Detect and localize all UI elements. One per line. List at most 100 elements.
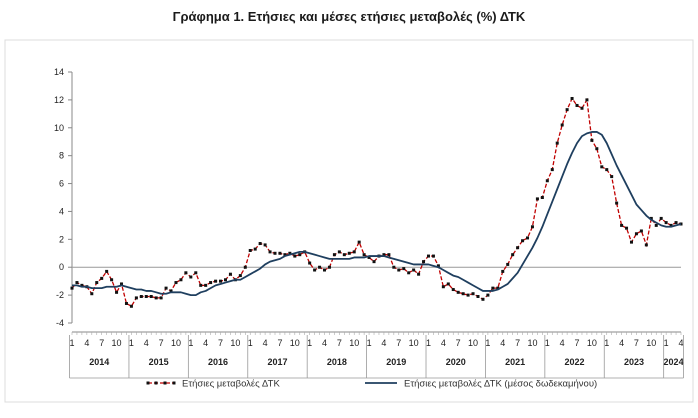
data-point	[268, 250, 272, 254]
data-point	[75, 281, 79, 285]
x-month-label: 1	[69, 338, 74, 348]
x-month-label: 7	[277, 338, 282, 348]
data-point	[545, 179, 549, 183]
data-point	[575, 103, 579, 107]
data-point	[446, 282, 450, 286]
y-tick-label: 10	[54, 123, 64, 133]
data-point	[357, 240, 361, 244]
data-point	[129, 304, 133, 308]
data-point	[392, 265, 396, 269]
data-point	[402, 267, 406, 271]
x-month-label: 7	[159, 338, 164, 348]
data-point	[397, 268, 401, 272]
data-point	[124, 301, 128, 305]
x-month-label: 7	[396, 338, 401, 348]
data-point	[105, 269, 109, 273]
data-point	[535, 197, 539, 201]
data-point	[526, 236, 530, 240]
data-point	[486, 293, 490, 297]
data-point	[649, 216, 653, 220]
data-point	[600, 165, 604, 169]
data-point	[516, 246, 520, 250]
data-point	[80, 283, 84, 287]
x-month-label: 10	[409, 338, 419, 348]
data-point	[209, 281, 213, 285]
data-point	[496, 286, 500, 290]
x-month-label: 4	[678, 338, 683, 348]
x-month-label: 4	[203, 338, 208, 348]
y-tick-label: 8	[59, 151, 64, 161]
data-point	[372, 260, 376, 264]
x-month-label: 1	[604, 338, 609, 348]
x-year-label: 2024	[664, 357, 684, 367]
data-point	[263, 243, 267, 247]
y-tick-label: 0	[59, 262, 64, 272]
data-point	[511, 253, 515, 257]
data-point	[540, 196, 544, 199]
x-month-label: 1	[664, 338, 669, 348]
data-point	[461, 292, 465, 296]
data-point	[283, 253, 287, 257]
x-year-label: 2018	[327, 357, 347, 367]
data-point	[387, 253, 391, 257]
data-point	[139, 295, 143, 299]
y-tick-label: 2	[59, 234, 64, 244]
chart-title: Γράφημα 1. Ετήσιες και μέσες ετήσιες μετ…	[172, 9, 526, 24]
x-month-label: 4	[619, 338, 624, 348]
data-point	[219, 279, 223, 283]
data-point	[298, 253, 302, 257]
data-point	[179, 278, 183, 282]
data-point	[456, 290, 460, 294]
data-point	[337, 250, 341, 254]
data-point	[164, 286, 168, 290]
data-point	[327, 265, 331, 269]
data-point	[154, 296, 158, 300]
x-year-label: 2021	[505, 357, 525, 367]
x-year-label: 2017	[267, 357, 287, 367]
data-point	[253, 247, 257, 251]
data-point	[570, 96, 574, 100]
data-point	[174, 281, 178, 285]
x-month-label: 4	[381, 338, 386, 348]
data-point	[228, 272, 232, 276]
legend-swatch-marker	[172, 381, 176, 385]
data-point	[278, 251, 282, 255]
data-point	[550, 168, 554, 172]
series-line-average	[72, 131, 682, 297]
x-month-label: 1	[545, 338, 550, 348]
data-point	[625, 226, 629, 230]
data-point	[248, 248, 252, 252]
y-tick-label: -4	[56, 318, 64, 328]
x-month-label: 4	[84, 338, 89, 348]
data-point	[501, 269, 505, 273]
y-tick-label: -2	[56, 290, 64, 300]
data-point	[189, 275, 193, 279]
data-point	[506, 262, 510, 266]
x-month-label: 1	[307, 338, 312, 348]
chart-frame	[4, 39, 694, 403]
data-point	[595, 147, 599, 151]
data-point	[382, 253, 386, 257]
data-point	[288, 251, 292, 255]
x-month-label: 4	[263, 338, 268, 348]
data-point	[481, 297, 485, 301]
data-point	[313, 268, 317, 272]
x-month-label: 4	[144, 338, 149, 348]
data-point	[169, 289, 173, 293]
data-point	[417, 272, 421, 276]
data-point	[412, 268, 416, 272]
data-point	[199, 283, 203, 287]
data-point	[451, 288, 455, 292]
data-point	[530, 225, 534, 229]
x-month-label: 10	[171, 338, 181, 348]
x-month-label: 4	[322, 338, 327, 348]
x-month-label: 1	[485, 338, 490, 348]
data-point	[422, 260, 426, 264]
data-point	[90, 292, 94, 296]
data-point	[620, 223, 624, 227]
x-month-label: 10	[349, 338, 359, 348]
y-tick-label: 6	[59, 179, 64, 189]
data-point	[491, 286, 495, 290]
x-year-label: 2019	[386, 357, 406, 367]
